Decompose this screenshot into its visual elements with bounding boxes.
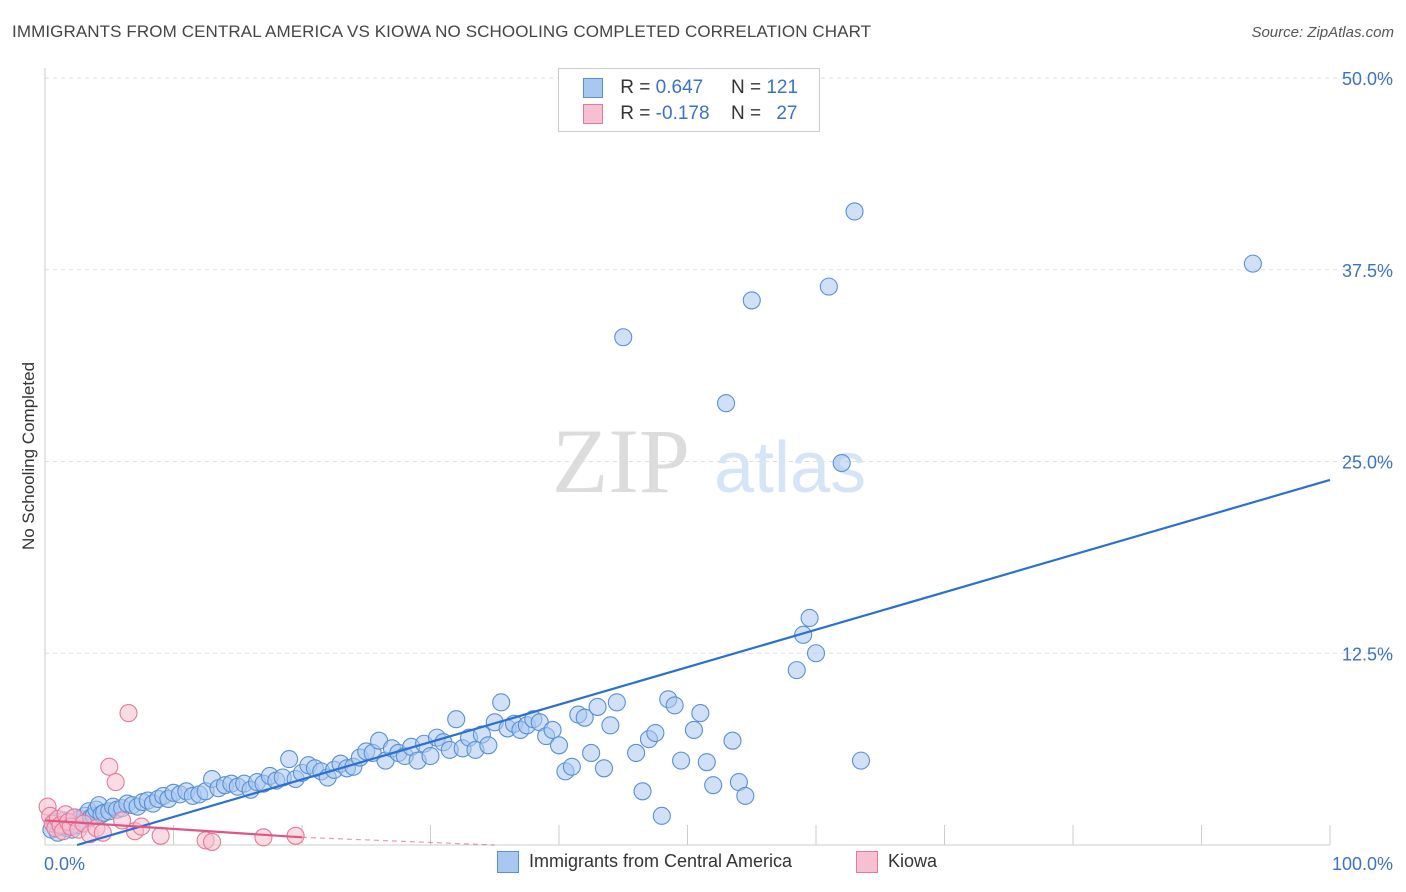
point-kiowa (119, 704, 138, 723)
point-immigrants (447, 710, 466, 729)
y-tick-label: 50.0% (1342, 69, 1393, 89)
point-immigrants (832, 453, 851, 473)
point-kiowa (100, 757, 119, 776)
chart-title: IMMIGRANTS FROM CENTRAL AMERICA VS KIOWA… (12, 22, 872, 41)
point-kiowa (203, 832, 222, 851)
legend-swatch-immigrants (583, 77, 603, 98)
bottom-legend-label: Kiowa (888, 851, 938, 871)
legend-n-value: 121 (766, 77, 799, 98)
point-immigrants (672, 751, 691, 770)
point-immigrants (787, 661, 806, 680)
source-label: Source: ZipAtlas.com (1251, 24, 1394, 41)
point-immigrants (845, 202, 864, 221)
bottom-legend-swatch-immigrants (497, 851, 519, 874)
legend-n-label: N = (730, 77, 762, 98)
point-immigrants (716, 394, 736, 413)
point-immigrants (723, 731, 742, 750)
trend-line-kiowa-extension (301, 836, 495, 846)
point-immigrants (543, 720, 562, 740)
x-tick-label: 0.0% (44, 854, 85, 874)
legend-r-label: R = (620, 77, 651, 98)
point-immigrants (594, 759, 614, 778)
series-kiowa-points (38, 704, 305, 851)
trend-lines (44, 478, 1331, 847)
point-immigrants (588, 697, 607, 716)
point-immigrants (851, 751, 871, 770)
point-kiowa (106, 773, 125, 792)
bottom-legend-immigrants: Immigrants from Central America (497, 851, 793, 874)
point-immigrants (421, 746, 440, 766)
point-immigrants (562, 757, 581, 776)
point-immigrants (736, 786, 755, 805)
y-tick-label: 12.5% (1342, 644, 1393, 664)
trend-line-immigrants (76, 478, 1331, 847)
watermark-zip: ZIP (552, 410, 690, 512)
x-tick-label: 100.0% (1332, 854, 1393, 874)
legend-swatch-kiowa (583, 103, 603, 124)
point-immigrants (601, 716, 620, 735)
point-immigrants (652, 806, 671, 825)
trend-line-kiowa (44, 819, 303, 839)
bottom-legend-kiowa: Kiowa (856, 851, 938, 874)
correlation-legend: R = 0.647 N = 121 R = -0.178 N = 27 (558, 68, 820, 132)
grid-lines (45, 77, 1390, 654)
y-tick-label: 25.0% (1342, 453, 1393, 473)
y-axis-label: No Schooling Completed (19, 362, 38, 550)
legend-n-value: 27 (776, 103, 798, 124)
point-immigrants (479, 736, 498, 755)
point-immigrants (549, 736, 569, 755)
point-immigrants (633, 782, 652, 801)
point-immigrants (665, 696, 684, 715)
point-immigrants (614, 328, 633, 347)
point-immigrants (492, 693, 511, 712)
point-immigrants (1243, 254, 1262, 273)
point-immigrants (607, 693, 626, 712)
point-kiowa (151, 826, 170, 845)
legend-row-immigrants: R = 0.647 N = 121 (583, 77, 798, 103)
point-immigrants (575, 708, 594, 727)
point-immigrants (684, 720, 703, 740)
point-immigrants (819, 277, 838, 296)
bottom-legend-label: Immigrants from Central America (529, 851, 793, 871)
point-immigrants (646, 723, 665, 743)
point-immigrants (742, 291, 761, 310)
bottom-legend-swatch-kiowa (856, 851, 878, 874)
point-immigrants (704, 776, 723, 795)
point-kiowa (254, 828, 273, 847)
legend-r-value: -0.178 (655, 103, 710, 124)
series-immigrants-points (42, 202, 1262, 842)
legend-r-value: 0.647 (655, 77, 704, 98)
point-immigrants (627, 743, 646, 763)
legend-row-kiowa: R = -0.178 N = 27 (583, 103, 797, 129)
point-immigrants (691, 704, 710, 723)
point-immigrants (582, 743, 601, 763)
tick-labels: 12.5% 25.0% 37.5% 50.0% 0.0% 100.0% (44, 69, 1393, 874)
legend-n-label: N = (730, 103, 762, 124)
y-tick-label: 37.5% (1342, 261, 1393, 281)
point-immigrants (806, 644, 826, 663)
legend-r-label: R = (620, 103, 651, 124)
point-immigrants (280, 750, 299, 769)
point-immigrants (697, 753, 716, 772)
point-immigrants (800, 608, 819, 628)
